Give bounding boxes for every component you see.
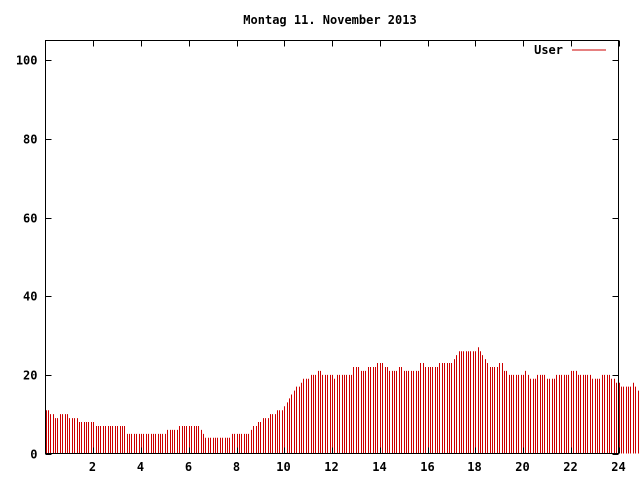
- x-tick-label: 20: [515, 460, 529, 474]
- x-tick-label: 14: [372, 460, 386, 474]
- x-tick-label: 10: [276, 460, 290, 474]
- x-tick-label: 6: [185, 460, 192, 474]
- y-tick-label: 60: [23, 212, 37, 226]
- x-tick-label: 4: [137, 460, 144, 474]
- y-axis: 0 20 40 60 80 100: [16, 54, 619, 462]
- y-tick-label: 0: [30, 448, 37, 462]
- x-tick-label: 2: [89, 460, 96, 474]
- legend: User: [534, 43, 606, 57]
- plot-frame: [45, 40, 619, 454]
- y-tick-label: 80: [23, 133, 37, 147]
- x-tick-label: 18: [467, 460, 481, 474]
- x-tick-label: 22: [563, 460, 577, 474]
- bar-series: [46, 347, 639, 454]
- legend-label-user: User: [534, 43, 563, 57]
- x-tick-label: 16: [420, 460, 434, 474]
- x-tick-label: 8: [233, 460, 240, 474]
- y-tick-label: 40: [23, 290, 37, 304]
- y-tick-label: 20: [23, 369, 37, 383]
- y-tick-label: 100: [16, 54, 38, 68]
- chart-title: Montag 11. November 2013: [243, 13, 416, 27]
- x-axis: 2 4 6 8 10 12 14 16 18 20 22 24: [89, 40, 626, 474]
- x-tick-label: 24: [611, 460, 625, 474]
- x-tick-label: 12: [324, 460, 338, 474]
